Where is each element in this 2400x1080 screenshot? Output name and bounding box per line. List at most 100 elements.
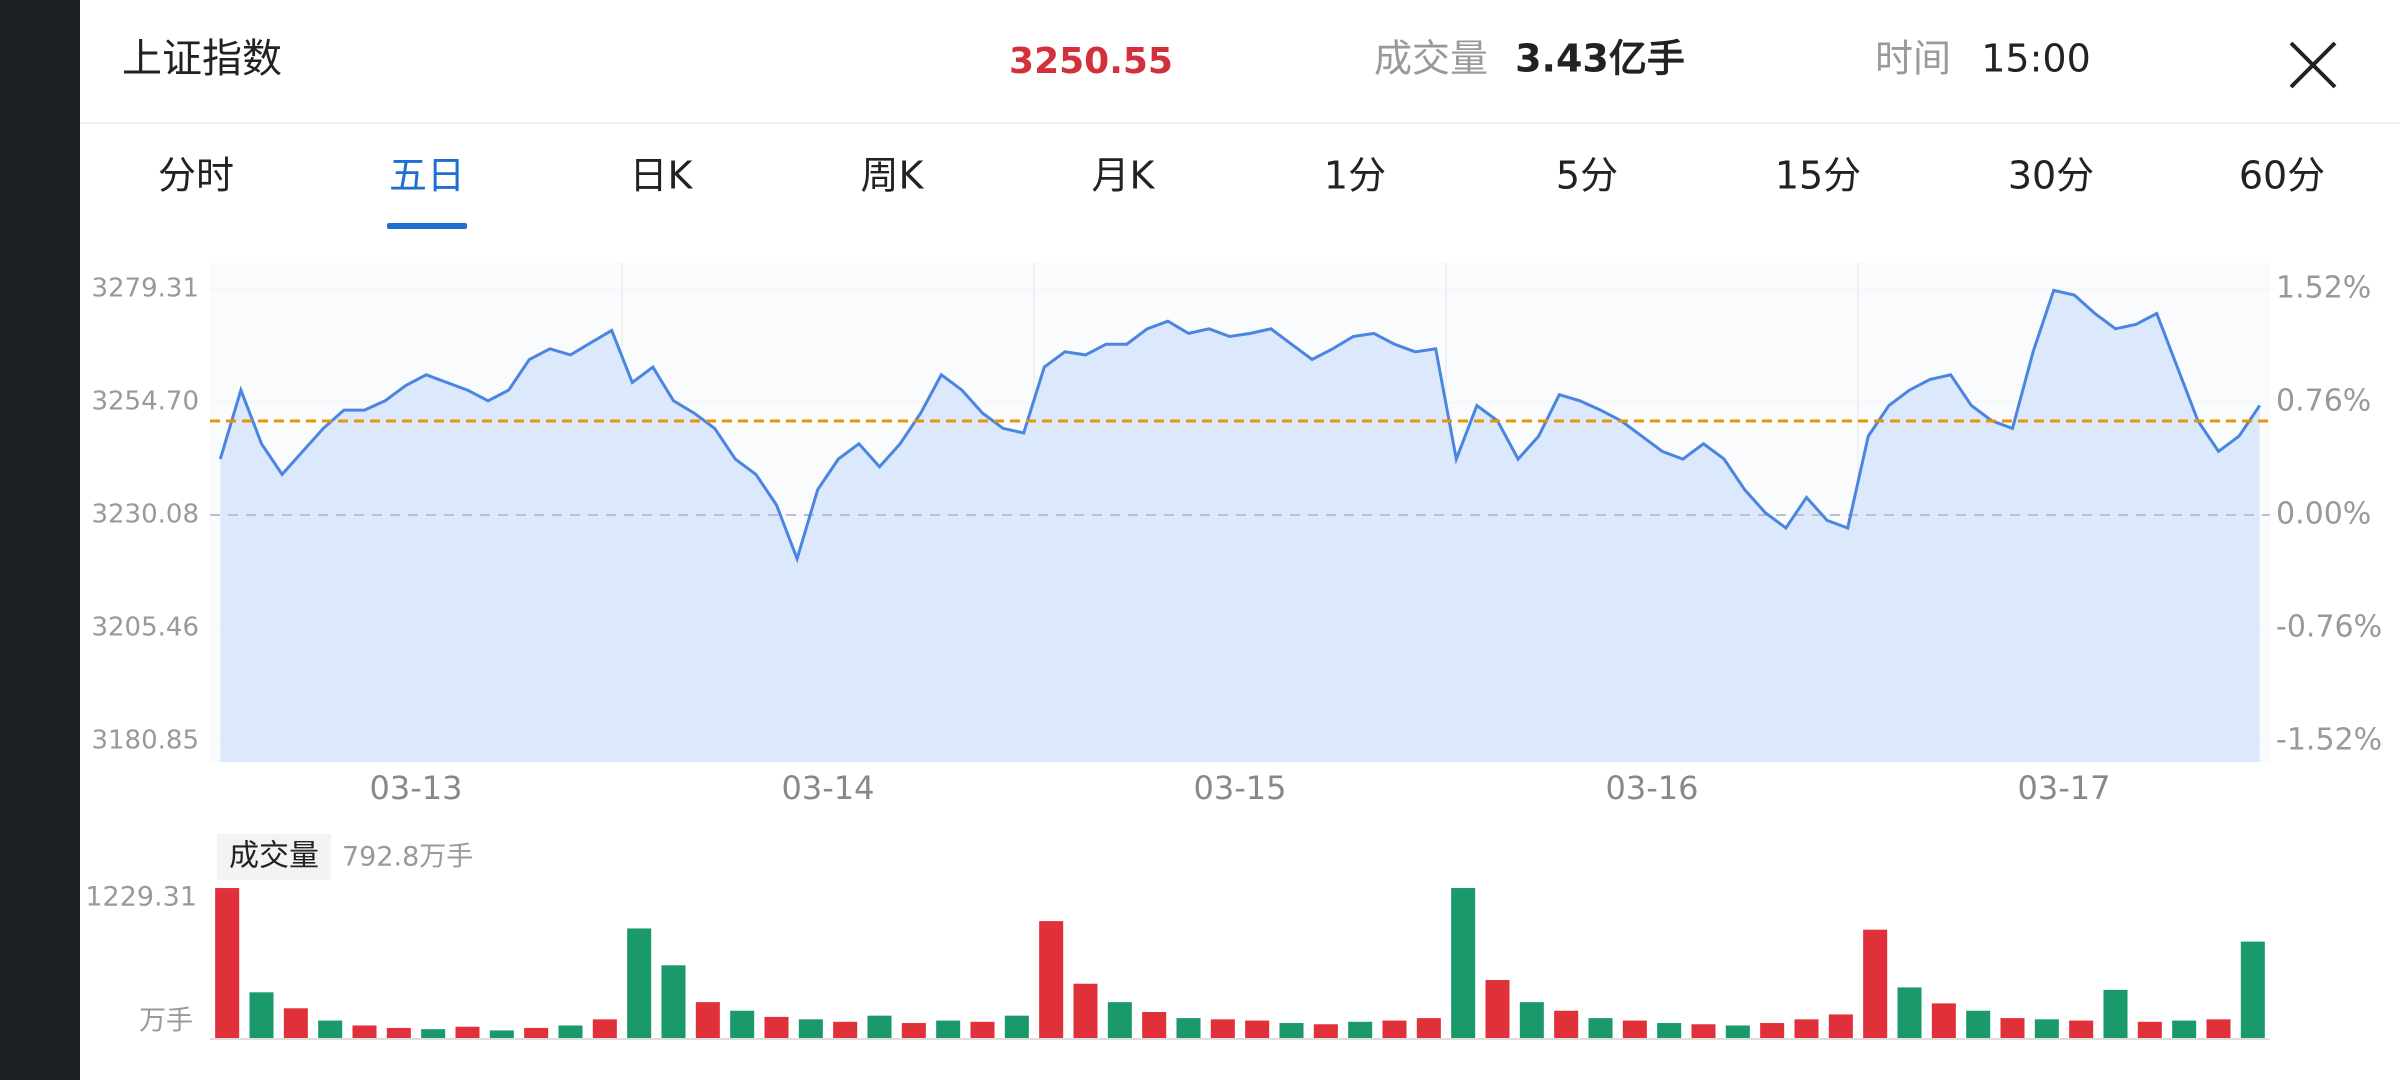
volume-bar bbox=[2240, 941, 2265, 1039]
volume-bar bbox=[1657, 1023, 1682, 1039]
volume-bar bbox=[1828, 1014, 1853, 1039]
volume-bar bbox=[1382, 1020, 1407, 1039]
volume-bar bbox=[1519, 1002, 1544, 1039]
tab[interactable]: 60分 bbox=[2239, 154, 2325, 198]
volume-bar bbox=[249, 992, 274, 1039]
volume-bar bbox=[2069, 1020, 2094, 1039]
volume-bar bbox=[558, 1025, 583, 1039]
y2-tick-label: 0.00% bbox=[2276, 497, 2371, 532]
side-strip bbox=[0, 0, 80, 1080]
volume-bar bbox=[1966, 1010, 1991, 1039]
volume-bar bbox=[798, 1019, 823, 1039]
volume-bar bbox=[627, 928, 652, 1039]
volume-bar bbox=[1760, 1023, 1785, 1039]
tab[interactable]: 5分 bbox=[1556, 154, 1618, 198]
price-area bbox=[220, 290, 2260, 762]
y2-tick-label: 0.76% bbox=[2276, 384, 2371, 419]
x-tick-label: 03-15 bbox=[1194, 769, 1287, 807]
volume-bar bbox=[1313, 1024, 1338, 1039]
volume-bar bbox=[421, 1029, 446, 1039]
y-tick-label: 3254.70 bbox=[91, 386, 199, 416]
volume-bar bbox=[1039, 921, 1064, 1039]
volume-bar bbox=[2103, 989, 2128, 1039]
volume-bar bbox=[901, 1023, 926, 1039]
volume-bar bbox=[1142, 1011, 1167, 1039]
title: 上证指数 bbox=[122, 36, 282, 82]
x-tick-label: 03-16 bbox=[1606, 769, 1699, 807]
time: 15:00 bbox=[1981, 37, 2091, 81]
y-tick-label: 3279.31 bbox=[91, 274, 199, 304]
volume-bar bbox=[1794, 1019, 1819, 1039]
y2-tick-label: -1.52% bbox=[2276, 723, 2382, 758]
volume-bar bbox=[215, 888, 240, 1039]
volume-bar bbox=[730, 1010, 755, 1039]
price-line bbox=[218, 288, 2261, 564]
volume-bar bbox=[352, 1025, 377, 1039]
volume-bar bbox=[2137, 1021, 2162, 1039]
y-tick-label: 3205.46 bbox=[91, 613, 199, 643]
volume-bar bbox=[1348, 1021, 1373, 1039]
volume-bar bbox=[1176, 1018, 1201, 1039]
volume-title-bg bbox=[217, 834, 331, 880]
volume-bar bbox=[1279, 1023, 1304, 1039]
volume-bar bbox=[1416, 1018, 1441, 1039]
volume-bar bbox=[592, 1019, 617, 1039]
volume-unit: 万手 bbox=[139, 1006, 193, 1037]
volume-bar bbox=[661, 965, 686, 1039]
volume-bar bbox=[764, 1016, 789, 1039]
volume-bar bbox=[455, 1026, 480, 1039]
volume-bar bbox=[2172, 1020, 2197, 1039]
volume-bar bbox=[867, 1015, 892, 1039]
close-button[interactable] bbox=[2289, 41, 2337, 89]
volume-bar bbox=[283, 1008, 308, 1039]
volume-bar bbox=[936, 1020, 961, 1039]
volume-bar bbox=[386, 1027, 411, 1039]
volume-bar bbox=[970, 1021, 995, 1039]
volume-bar bbox=[695, 1002, 720, 1039]
time-label: 时间 bbox=[1875, 37, 1951, 81]
tab[interactable]: 五日 bbox=[389, 154, 465, 198]
x-tick-label: 03-17 bbox=[2018, 769, 2111, 807]
volume-bar bbox=[1485, 980, 1510, 1039]
volume-bar bbox=[1725, 1025, 1750, 1039]
volume-bar bbox=[1245, 1020, 1270, 1039]
tab[interactable]: 1分 bbox=[1324, 154, 1386, 198]
volume-bar bbox=[489, 1030, 514, 1039]
volume-bar bbox=[1931, 1003, 1956, 1039]
volume-bar bbox=[2034, 1019, 2059, 1039]
volume-bar bbox=[2206, 1019, 2231, 1039]
x-tick-label: 03-13 bbox=[370, 769, 463, 807]
volume-bar bbox=[2000, 1018, 2025, 1039]
y-tick-label: 3180.85 bbox=[91, 726, 199, 756]
volume-bar bbox=[1210, 1019, 1235, 1039]
y2-tick-label: -0.76% bbox=[2276, 610, 2382, 645]
volume-label: 成交量 bbox=[1374, 37, 1488, 81]
y2-tick-label: 1.52% bbox=[2276, 271, 2371, 306]
tab[interactable]: 周K bbox=[861, 154, 925, 198]
tab[interactable]: 日K bbox=[630, 154, 694, 198]
volume-bar bbox=[1107, 1002, 1132, 1039]
volume-bar bbox=[1451, 888, 1476, 1039]
x-tick-label: 03-14 bbox=[782, 769, 875, 807]
volume: 3.43亿手 bbox=[1515, 37, 1685, 81]
tab[interactable]: 月K bbox=[1092, 154, 1156, 198]
close-icon bbox=[2289, 41, 2337, 89]
tab[interactable]: 15分 bbox=[1775, 154, 1861, 198]
volume-latest: 792.8万手 bbox=[342, 842, 473, 873]
price: 3250.55 bbox=[1009, 41, 1173, 82]
volume-bar bbox=[833, 1021, 858, 1039]
volume-bar bbox=[1691, 1024, 1716, 1039]
volume-bar bbox=[1622, 1020, 1647, 1039]
volume-bar bbox=[1588, 1018, 1613, 1039]
volume-bar bbox=[524, 1027, 549, 1039]
volume-title: 成交量 bbox=[229, 839, 319, 874]
volume-bar bbox=[1863, 929, 1888, 1039]
tab[interactable]: 分时 bbox=[158, 154, 234, 198]
tab-underline bbox=[387, 223, 467, 229]
volume-bar bbox=[318, 1020, 343, 1039]
tab[interactable]: 30分 bbox=[2008, 154, 2094, 198]
volume-bar bbox=[1004, 1015, 1029, 1039]
y-tick-label: 3230.08 bbox=[91, 500, 199, 530]
